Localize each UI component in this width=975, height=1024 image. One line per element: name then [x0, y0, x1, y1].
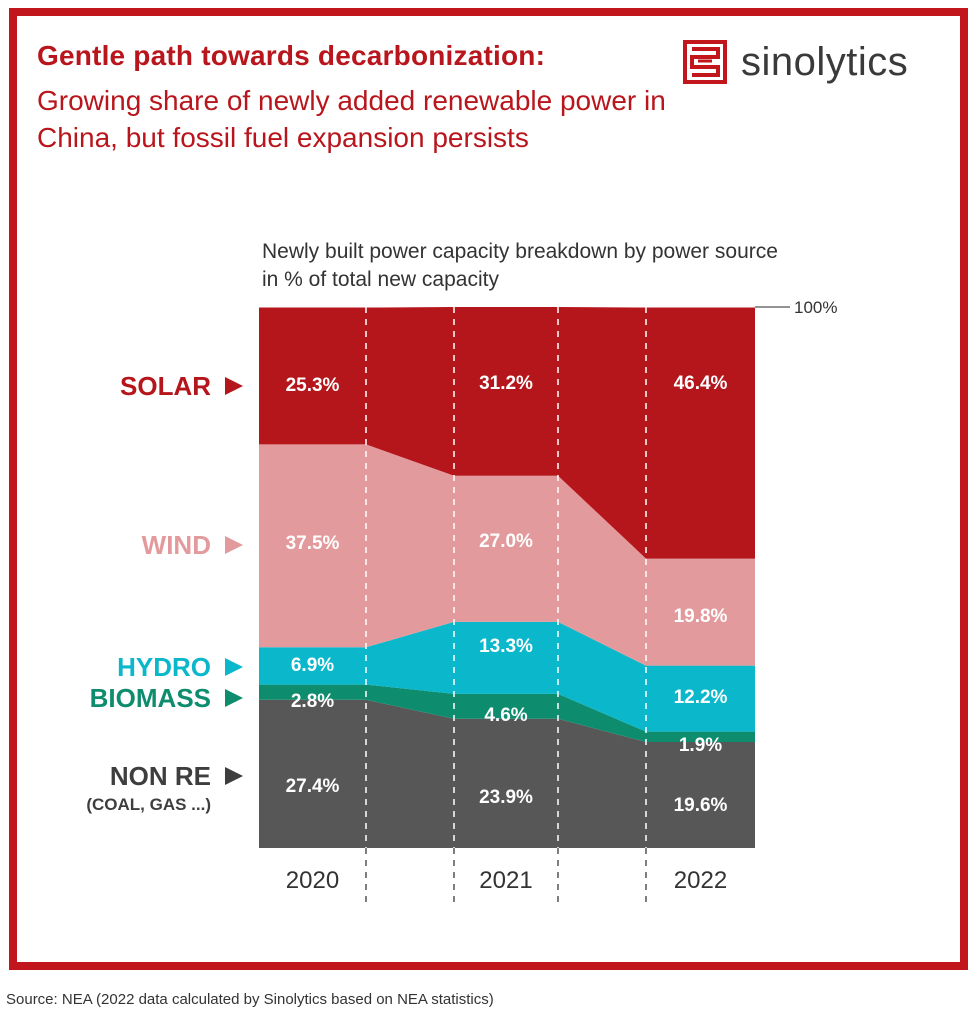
data-label-non-re: 27.4%: [286, 776, 340, 797]
legend-arrow-icon: [225, 689, 243, 707]
data-label-non-re: 19.6%: [674, 795, 728, 816]
sinolytics-logo: sinolytics: [683, 38, 908, 86]
x-tick-label: 2020: [286, 867, 339, 894]
chart-title: Gentle path towards decarbonization:: [37, 40, 546, 71]
data-label-non-re: 23.9%: [479, 787, 533, 808]
legend-arrow-icon: [225, 377, 243, 395]
data-label-solar: 46.4%: [674, 373, 728, 394]
area-biomass: [259, 684, 755, 742]
x-tick-label: 2021: [479, 867, 532, 894]
source-note: Source: NEA (2022 data calculated by Sin…: [6, 991, 494, 1008]
chart-description: Newly built power capacity breakdown by …: [262, 240, 778, 291]
data-label-wind: 19.8%: [674, 606, 728, 627]
data-label-solar: 25.3%: [286, 375, 340, 396]
area-hydro: [259, 621, 755, 732]
area-solar: [259, 307, 755, 559]
x-tick-label: 2022: [674, 867, 727, 894]
legend-label-hydro: HYDRO: [117, 652, 211, 682]
legend-label-wind: WIND: [142, 530, 211, 560]
data-label-hydro: 13.3%: [479, 636, 533, 657]
area-non-re: [259, 699, 755, 848]
legend-arrow-icon: [225, 658, 243, 676]
data-label-biomass: 1.9%: [679, 735, 722, 756]
legend-arrow-icon: [225, 536, 243, 554]
sinolytics-logo-mark-icon: [683, 40, 727, 84]
chart-subtitle: Growing share of newly added renewable p…: [37, 85, 666, 153]
legend-arrow-icon: [225, 767, 243, 785]
legend-label-biomass: BIOMASS: [90, 683, 211, 713]
data-label-biomass: 4.6%: [484, 705, 527, 726]
legend-sublabel: (COAL, GAS ...): [86, 795, 211, 814]
logo-text: sinolytics: [741, 39, 909, 84]
data-label-solar: 31.2%: [479, 373, 533, 394]
area-wind: [259, 444, 755, 666]
legend-label-non-re: NON RE: [110, 761, 211, 791]
data-label-wind: 27.0%: [479, 531, 533, 552]
data-label-hydro: 6.9%: [291, 655, 334, 676]
data-label-biomass: 2.8%: [291, 691, 334, 712]
legend-label-solar: SOLAR: [120, 371, 211, 401]
data-label-hydro: 12.2%: [674, 687, 728, 708]
data-label-wind: 37.5%: [286, 533, 340, 554]
top-reference-label: 100%: [794, 298, 837, 317]
